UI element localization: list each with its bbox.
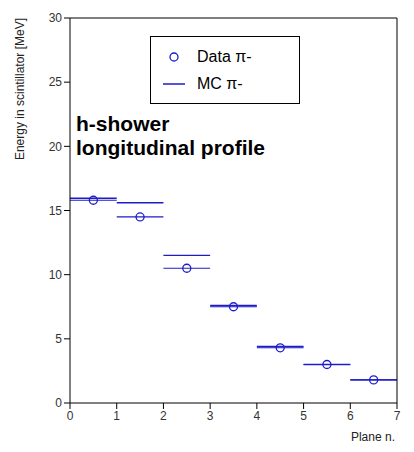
html-text:Data π-: Data π- bbox=[197, 47, 252, 65]
svg-text:10: 10 bbox=[49, 268, 63, 282]
svg-text:3: 3 bbox=[207, 409, 214, 423]
svg-text:20: 20 bbox=[49, 140, 63, 154]
svg-text:4: 4 bbox=[254, 409, 261, 423]
svg-text:1: 1 bbox=[113, 409, 120, 423]
html-text:h-shower: h-shower bbox=[76, 112, 170, 135]
svg-text:15: 15 bbox=[49, 204, 63, 218]
html-text:MC π-: MC π- bbox=[197, 74, 243, 92]
svg-text:6: 6 bbox=[347, 409, 354, 423]
svg-text:30: 30 bbox=[49, 11, 63, 25]
svg-text:7: 7 bbox=[394, 409, 401, 423]
svg-text:Energy in scintillator [MeV]: Energy in scintillator [MeV] bbox=[13, 18, 27, 160]
html-text:longitudinal profile: longitudinal profile bbox=[76, 136, 265, 159]
svg-text:25: 25 bbox=[49, 75, 63, 89]
svg-text:Plane n.: Plane n. bbox=[351, 430, 395, 444]
svg-text:0: 0 bbox=[55, 396, 62, 410]
svg-text:2: 2 bbox=[160, 409, 167, 423]
svg-text:0: 0 bbox=[67, 409, 74, 423]
svg-text:5: 5 bbox=[55, 332, 62, 346]
svg-text:5: 5 bbox=[300, 409, 307, 423]
